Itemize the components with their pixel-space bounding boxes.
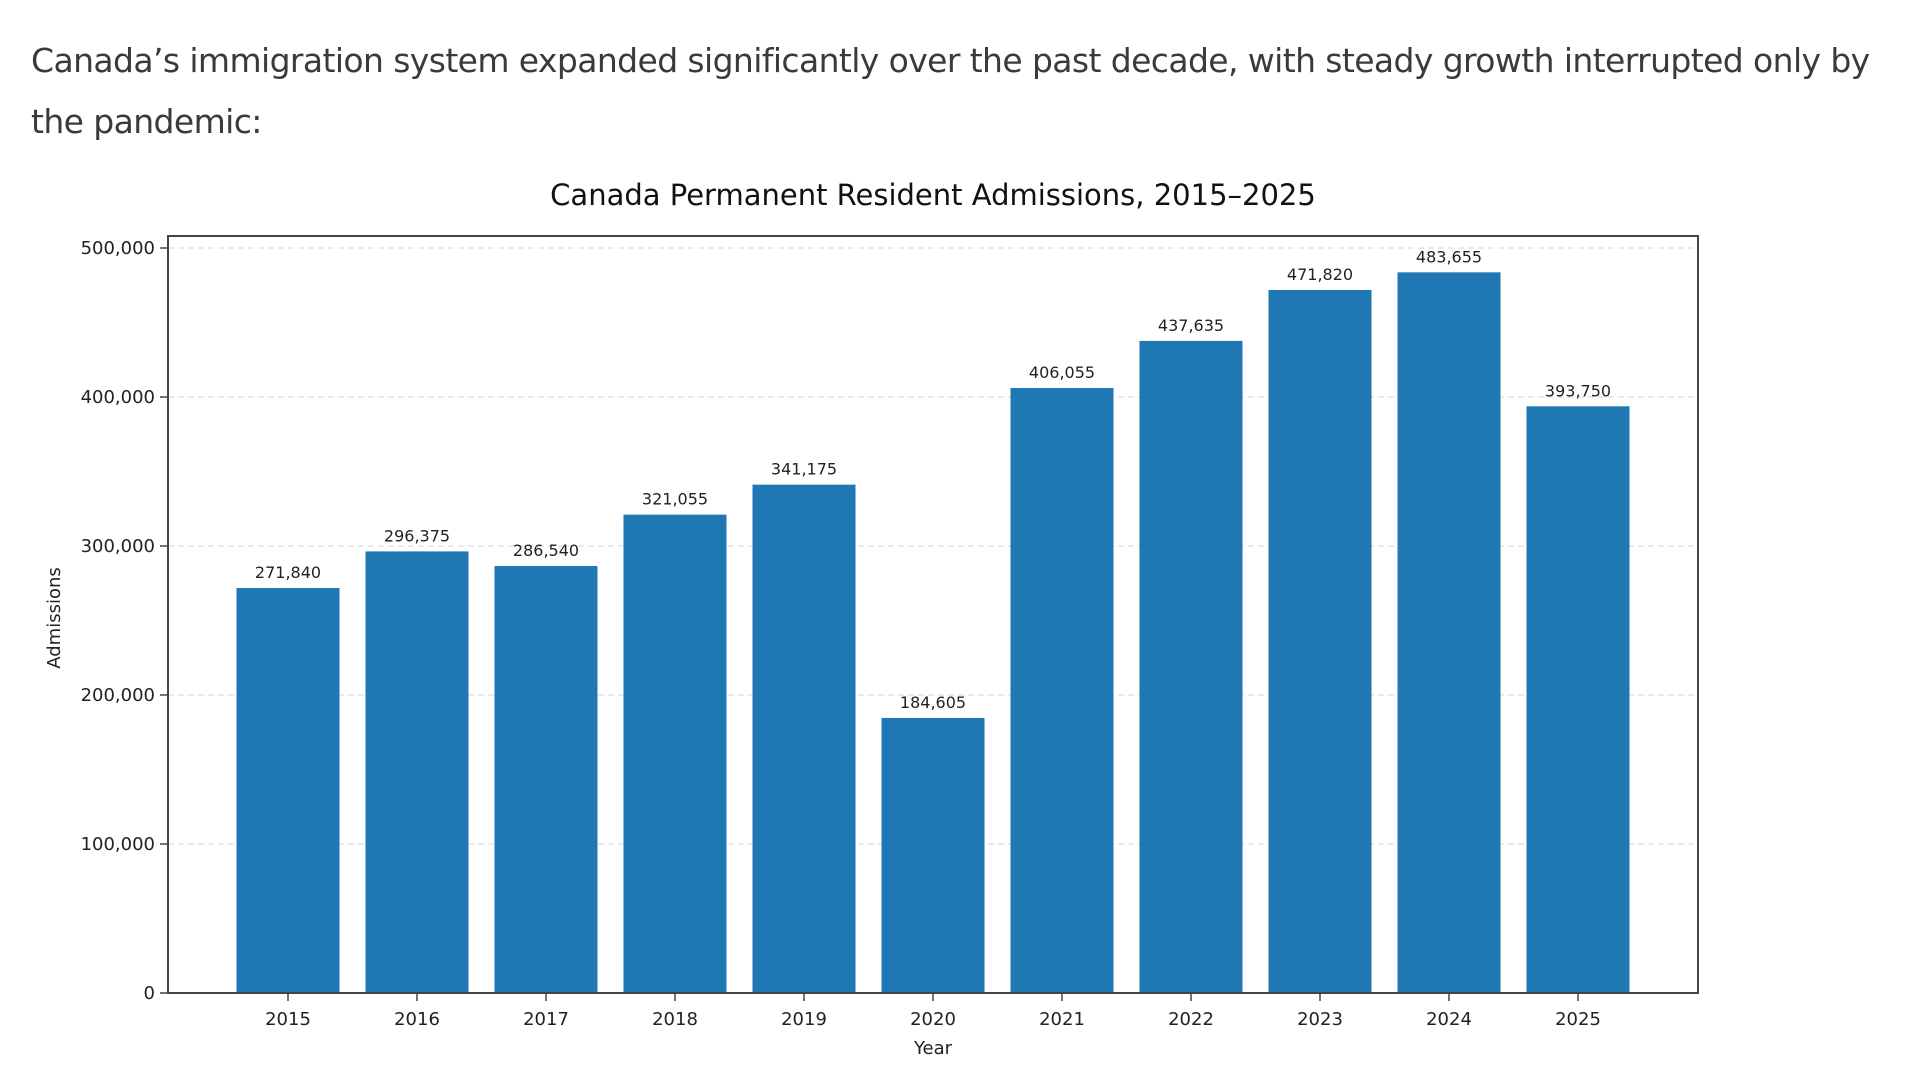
bar-2019 [752, 484, 856, 993]
y-tick-label: 400,000 [81, 387, 155, 408]
data-label: 321,055 [642, 490, 708, 509]
data-label: 341,175 [771, 460, 837, 479]
x-axis: 2015 2016 2017 2018 2019 2020 2021 2022 2023 2024… [265, 993, 1601, 1030]
bar-2016 [365, 551, 469, 993]
bar-2025 [1526, 406, 1630, 993]
data-label: 393,750 [1545, 381, 1611, 400]
x-tick-label: 2025 [1555, 1009, 1601, 1030]
axes-frame [167, 235, 1699, 994]
bar-2024 [1397, 272, 1501, 993]
y-tick-label: 500,000 [81, 238, 155, 259]
bar-2015 [236, 587, 340, 993]
y-axis-label: Admissions [44, 567, 65, 669]
data-label: 471,820 [1287, 265, 1353, 284]
x-tick-label: 2017 [523, 1009, 569, 1030]
x-axis-label: Year [913, 1038, 953, 1059]
y-tick-label: 200,000 [81, 685, 155, 706]
y-axis: 0 100,000 200,000 300,000 400,000 500,000 [81, 238, 168, 1004]
y-tick-label: 0 [144, 983, 155, 1004]
intro-paragraph: Canada’s immigration system expanded sig… [31, 41, 1870, 141]
data-label: 296,375 [384, 526, 450, 545]
data-label: 437,635 [1158, 316, 1224, 335]
x-tick-label: 2023 [1297, 1009, 1343, 1030]
data-label: 483,655 [1416, 247, 1482, 266]
y-tick-label: 300,000 [81, 536, 155, 557]
y-tick-label: 100,000 [81, 834, 155, 855]
bars [236, 272, 1630, 994]
bar-2022 [1139, 340, 1243, 994]
data-label: 406,055 [1029, 363, 1095, 382]
chart-title: Canada Permanent Resident Admissions, 20… [550, 178, 1316, 212]
data-label: 184,605 [900, 693, 966, 712]
x-tick-label: 2016 [394, 1009, 440, 1030]
x-tick-label: 2022 [1168, 1009, 1214, 1030]
bar-2020 [881, 717, 985, 993]
bar-2021 [1010, 387, 1114, 994]
x-tick-label: 2019 [781, 1009, 827, 1030]
data-labels: 271,840 296,375 286,540 321,055 341,175 184,6… [255, 247, 1611, 712]
x-tick-label: 2021 [1039, 1009, 1085, 1030]
data-label: 286,540 [513, 541, 579, 560]
bar-2017 [494, 566, 598, 993]
x-tick-label: 2024 [1426, 1009, 1472, 1030]
bar-2023 [1268, 289, 1372, 994]
x-tick-label: 2020 [910, 1009, 956, 1030]
bar-2018 [623, 514, 727, 993]
x-tick-label: 2015 [265, 1009, 311, 1030]
x-tick-label: 2018 [652, 1009, 698, 1030]
data-label: 271,840 [255, 563, 321, 582]
